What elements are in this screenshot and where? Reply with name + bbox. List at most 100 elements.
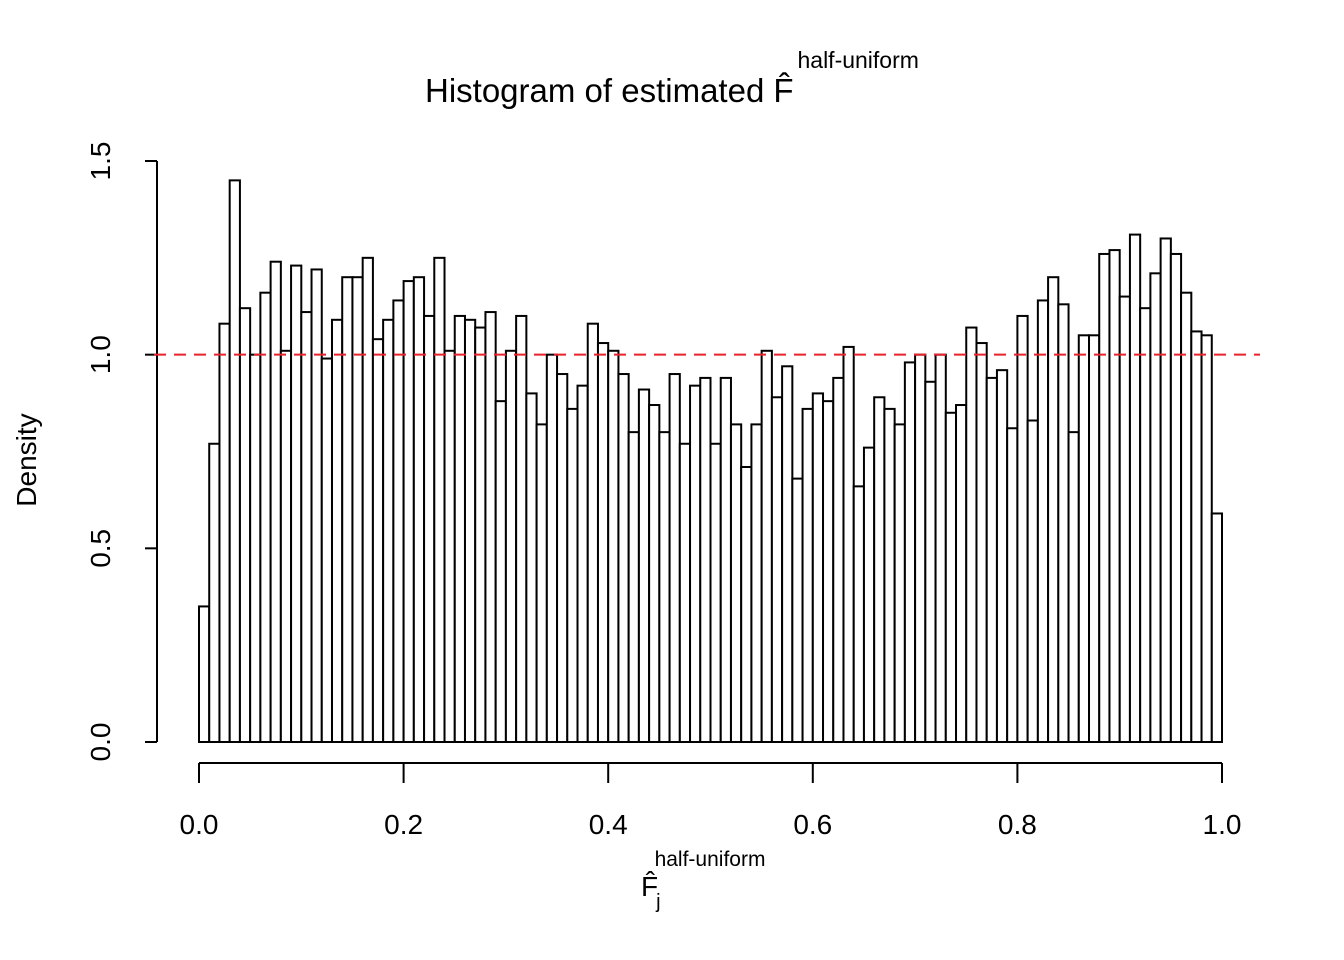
bar <box>832 376 845 743</box>
bar <box>504 349 518 743</box>
x-tick-label: 0.0 <box>180 809 219 840</box>
bar <box>392 299 405 743</box>
bar <box>300 311 313 743</box>
bar <box>382 318 395 743</box>
x-tick-label: 0.2 <box>384 809 423 840</box>
bar <box>1006 427 1019 743</box>
bar <box>729 423 743 743</box>
x-tick-label: 0.4 <box>589 809 628 840</box>
bar <box>320 357 333 743</box>
bar <box>699 376 712 743</box>
bar <box>596 342 610 743</box>
bar <box>1077 334 1091 743</box>
bar <box>525 392 538 743</box>
bar <box>545 353 559 743</box>
bar <box>330 318 344 743</box>
bar <box>658 431 671 743</box>
bar <box>637 388 651 743</box>
bar <box>453 314 466 743</box>
bar <box>269 260 282 743</box>
bar <box>228 179 241 744</box>
y-tick-label: 1.0 <box>85 335 116 374</box>
bar <box>1190 330 1203 743</box>
bar <box>433 256 446 743</box>
bar <box>1200 334 1213 743</box>
bar <box>1108 249 1121 743</box>
bar <box>515 314 528 743</box>
bar <box>1210 512 1224 743</box>
y-tick-label: 0.5 <box>85 529 116 568</box>
bar <box>412 276 426 743</box>
title-text: Histogram of estimated <box>425 72 764 109</box>
bar <box>341 276 354 743</box>
bar <box>1169 252 1183 744</box>
x-label-symbol: F̂ <box>641 871 658 902</box>
bar <box>566 407 579 743</box>
y-tick-label: 0.0 <box>85 723 116 762</box>
bar <box>689 384 702 743</box>
bar <box>463 318 477 743</box>
bar <box>740 465 753 743</box>
x-label-superscript: half-uniform <box>655 848 766 871</box>
bar <box>965 326 978 743</box>
bar <box>1098 252 1111 744</box>
bar <box>494 400 507 743</box>
x-tick-label: 0.6 <box>793 809 832 840</box>
bar <box>862 446 876 743</box>
bar <box>535 423 548 743</box>
bar <box>852 485 865 743</box>
bar <box>648 404 661 743</box>
bar <box>259 291 272 743</box>
bar <box>474 326 487 743</box>
bar <box>607 349 620 743</box>
y-axis-label: Density <box>11 413 42 506</box>
bar <box>770 396 784 743</box>
bar <box>678 442 692 743</box>
bar <box>995 369 1009 743</box>
bar <box>1180 291 1193 743</box>
chart-title: Histogram of estimated F̂half-uniform <box>425 47 919 109</box>
bar <box>985 376 998 743</box>
bar <box>883 407 896 743</box>
bar <box>576 384 589 743</box>
bar <box>822 400 835 743</box>
bar <box>627 431 640 743</box>
bar <box>1026 419 1039 743</box>
bar <box>1036 299 1050 743</box>
bar <box>1139 307 1152 743</box>
bar <box>443 349 456 743</box>
bar <box>1067 431 1080 743</box>
x-tick-label: 1.0 <box>1203 809 1242 840</box>
bar <box>1159 237 1172 743</box>
bar <box>955 404 968 743</box>
bar <box>290 264 303 743</box>
bar <box>1057 303 1070 743</box>
title-superscript: half-uniform <box>797 47 918 73</box>
bar <box>1016 314 1029 743</box>
bar <box>811 392 825 743</box>
bar <box>1088 334 1101 743</box>
bar <box>484 311 497 743</box>
bar <box>842 345 855 743</box>
bar <box>423 314 436 743</box>
bar <box>586 322 599 743</box>
bar <box>914 353 927 743</box>
bar <box>279 349 293 743</box>
bar <box>1118 295 1131 743</box>
bar <box>351 276 364 743</box>
bar <box>238 307 252 743</box>
x-axis-label: F̂j half-uniform <box>641 848 765 913</box>
bar <box>556 373 569 743</box>
bar <box>1128 233 1142 744</box>
bar <box>893 423 906 743</box>
bar <box>218 322 231 743</box>
bar <box>310 268 323 743</box>
bar <box>208 442 221 743</box>
bar <box>249 353 262 743</box>
bar <box>934 353 947 743</box>
bar <box>617 373 630 743</box>
bar <box>1149 272 1162 743</box>
bar <box>975 342 988 743</box>
